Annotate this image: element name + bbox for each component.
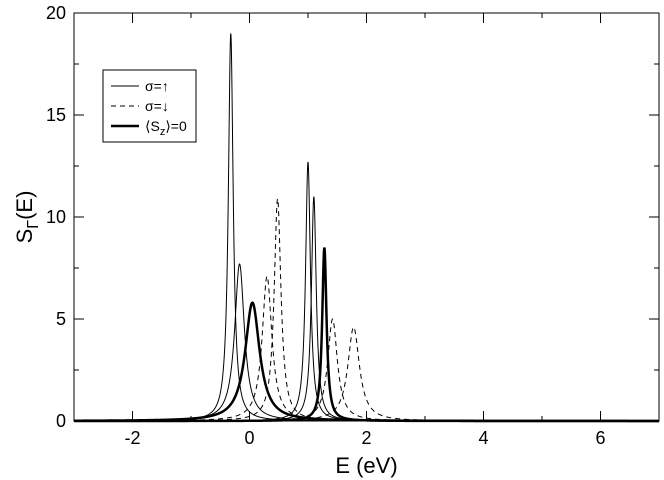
y-tick-label: 5 bbox=[56, 309, 66, 329]
curve-dashed-peak-0 bbox=[74, 275, 659, 422]
legend-label-spin-down: σ=↓ bbox=[145, 98, 169, 114]
y-tick-label: 20 bbox=[46, 3, 66, 23]
legend-entry-sz-zero: ⟨Sz⟩=0 bbox=[111, 118, 187, 138]
x-axis-label: E (eV) bbox=[335, 453, 397, 478]
y-tick-label: 10 bbox=[46, 207, 66, 227]
x-tick-label: 2 bbox=[361, 428, 371, 448]
ticks-layer: -2 0 2 4 6 0 5 10 15 20 bbox=[46, 3, 660, 448]
y-axis-label-main: S bbox=[12, 229, 37, 244]
curve-dashed-peak-2 bbox=[74, 318, 659, 422]
curve-dashed-peak-3 bbox=[74, 326, 659, 422]
y-tick-label: 15 bbox=[46, 105, 66, 125]
legend: σ=↑ σ=↓ ⟨Sz⟩=0 bbox=[102, 69, 197, 143]
x-tick-label: 6 bbox=[595, 428, 605, 448]
x-tick-label: 0 bbox=[244, 428, 254, 448]
y-axis-label-tail: (E) bbox=[12, 191, 37, 220]
curve-thick-solid-peak-1 bbox=[74, 247, 659, 423]
legend-entry-spin-down: σ=↓ bbox=[111, 98, 169, 114]
x-tick-label: -2 bbox=[124, 428, 140, 448]
curve-thin-solid-peak-3 bbox=[74, 196, 659, 422]
x-tick-label: 4 bbox=[478, 428, 488, 448]
legend-label-sz-zero: ⟨Sz⟩=0 bbox=[145, 118, 187, 138]
y-axis-label-sub: Γ bbox=[25, 220, 42, 229]
legend-box bbox=[102, 69, 197, 143]
curve-dashed-peak-1 bbox=[74, 196, 659, 422]
legend-label-spin-up: σ=↑ bbox=[145, 78, 169, 94]
curve-thick-solid-peak-0 bbox=[74, 301, 659, 423]
y-tick-label: 0 bbox=[56, 411, 66, 431]
curve-thin-solid-peak-2 bbox=[74, 161, 659, 422]
legend-entry-spin-up: σ=↑ bbox=[111, 78, 169, 94]
y-axis-label: SΓ(E) bbox=[12, 191, 42, 244]
curve-thin-solid-peak-1 bbox=[74, 263, 659, 422]
